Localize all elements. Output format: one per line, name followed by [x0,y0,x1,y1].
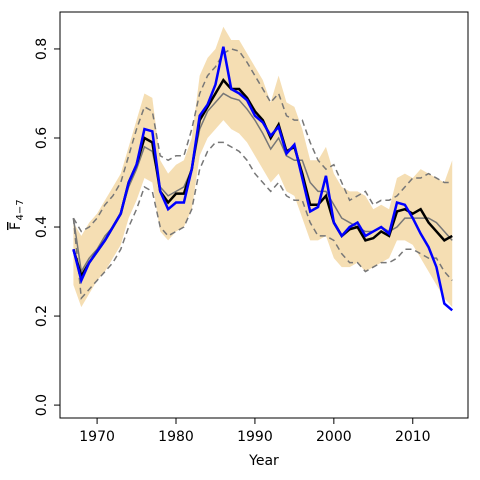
x-tick-label: 2000 [316,429,352,445]
y-tick-label: 0.8 [34,38,50,60]
series-line [72,46,454,312]
x-tick-label: 1990 [237,429,273,445]
series-line [72,141,453,301]
y-tick-label: 0.0 [34,394,50,416]
x-axis-label: Year [248,453,279,469]
y-axis-label: F [8,222,24,230]
plot-frame [59,11,469,419]
y-tick-label: 0.2 [34,305,50,327]
confidence-band [73,26,453,308]
y-axis-label-subscript: 4−7 [15,199,26,220]
x-tick-label: 1970 [79,429,115,445]
y-tick-label: 0.6 [34,127,50,149]
x-tick-label: 1980 [158,429,194,445]
y-tick-label: 0.4 [34,216,50,238]
series-line [72,48,453,233]
x-tick-label: 2010 [395,429,431,445]
